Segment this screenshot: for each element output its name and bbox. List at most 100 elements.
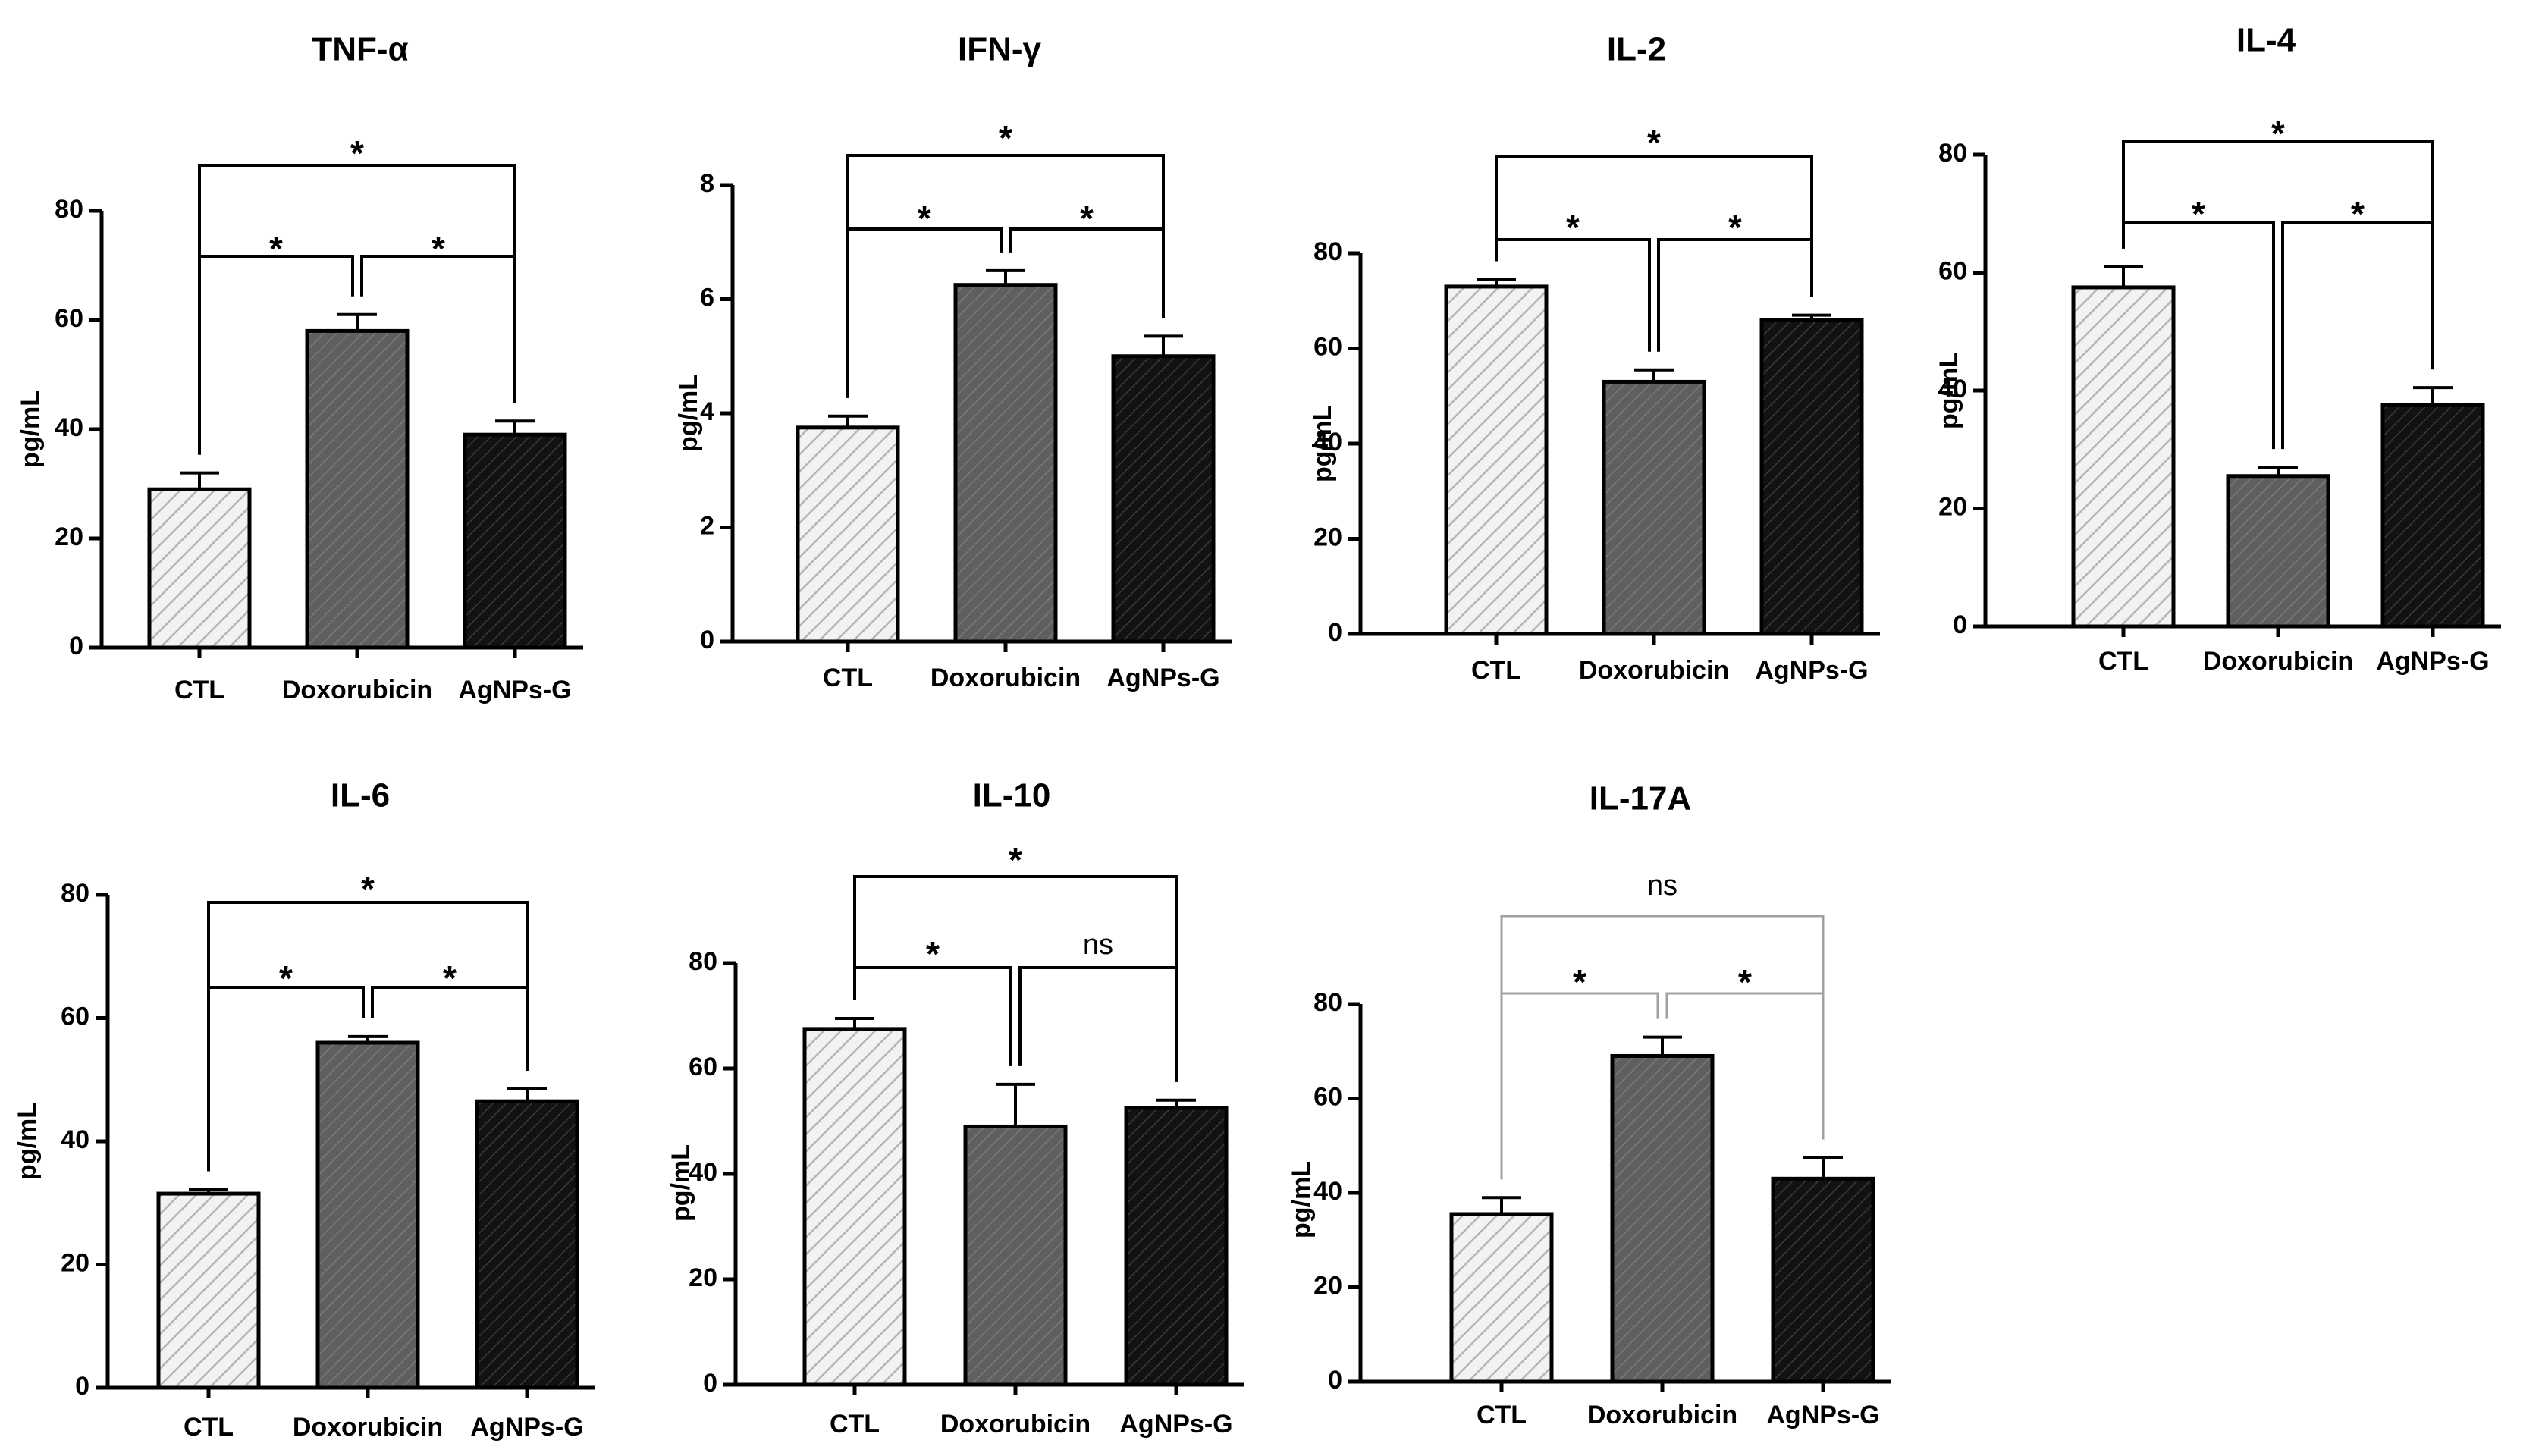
chart-il-6-category-ctl: CTL xyxy=(184,1413,234,1442)
chart-il-10-category-agnps-g: AgNPs-G xyxy=(1119,1410,1232,1439)
chart-ifn-ytick-label: 4 xyxy=(700,397,714,426)
chart-il-2-bracket-0-2 xyxy=(1495,155,1813,297)
chart-il-6-ytick-label: 20 xyxy=(61,1248,89,1277)
chart-il-2-bar-agnps-g xyxy=(1759,318,1864,636)
chart-tnf-ytick-label: 60 xyxy=(55,304,83,333)
chart-il-10-ytick-label: 20 xyxy=(689,1263,717,1292)
chart-il-2-significance-1-2: * xyxy=(1728,208,1742,247)
chart-il-4-ytick-label: 20 xyxy=(1938,492,1967,521)
chart-il-10-bar-agnps-g xyxy=(1124,1106,1229,1387)
chart-tnf-bar-agnps-g xyxy=(463,432,567,650)
chart-il-17a-ytick-label: 60 xyxy=(1313,1082,1342,1111)
chart-il-10-significance-0-1: * xyxy=(926,934,940,974)
chart-il-4-ytick-label: 60 xyxy=(1938,256,1967,285)
chart-tnf-ytick-label: 80 xyxy=(55,195,83,224)
chart-il-4-significance-0-2: * xyxy=(2271,114,2285,153)
chart-il-4-ytick-label: 80 xyxy=(1938,139,1967,168)
chart-ifn-ylabel: pg/mL xyxy=(674,375,703,452)
chart-ifn-category-agnps-g: AgNPs-G xyxy=(1106,664,1219,692)
chart-il-6-bar-doxorubicin xyxy=(315,1040,420,1390)
chart-il-6-title: IL-6 xyxy=(331,777,390,814)
chart-il-4-bar-ctl xyxy=(2071,285,2176,629)
chart-il-6-significance-0-1: * xyxy=(279,959,293,998)
chart-ifn-category-ctl: CTL xyxy=(823,664,873,692)
chart-il-4-ylabel: pg/mL xyxy=(1935,352,1963,429)
chart-il-17a-bracket-0-2 xyxy=(1500,915,1825,1180)
chart-il-10-category-ctl: CTL xyxy=(830,1410,880,1439)
chart-il-17a-title: IL-17A xyxy=(1590,780,1691,817)
chart-il-17a-bar-agnps-g xyxy=(1771,1176,1875,1384)
chart-il-10-ytick-label: 80 xyxy=(689,947,717,976)
chart-il-6-bracket-0-2 xyxy=(207,901,529,1172)
chart-il-2-category-agnps-g: AgNPs-G xyxy=(1755,656,1868,685)
chart-il-6-category-doxorubicin: Doxorubicin xyxy=(293,1413,443,1442)
chart-il-2-significance-0-1: * xyxy=(1566,208,1580,247)
chart-tnf-bracket-0-2 xyxy=(198,164,516,455)
chart-il-10-ytick-label: 0 xyxy=(703,1369,717,1398)
chart-il-4-bracket-0-2 xyxy=(2122,140,2434,370)
chart-il-4-bar-doxorubicin xyxy=(2226,474,2330,629)
chart-ifn-ytick-label: 8 xyxy=(700,169,714,198)
chart-il-4-category-doxorubicin: Doxorubicin xyxy=(2203,647,2353,676)
chart-ifn: IFN-γ pg/mL 0 2 4 6 8 CTL Doxorubicin AgNPs-G * * * xyxy=(674,31,1232,692)
chart-il-6-bar-ctl xyxy=(156,1191,261,1390)
chart-il-17a-significance-1-2: * xyxy=(1738,962,1752,1002)
chart-il-17a-ytick-label: 0 xyxy=(1328,1366,1342,1395)
chart-il-4-title: IL-4 xyxy=(2236,22,2296,59)
chart-il-10-bar-doxorubicin xyxy=(963,1124,1068,1387)
chart-il-4-category-ctl: CTL xyxy=(2098,647,2148,676)
chart-ifn-category-doxorubicin: Doxorubicin xyxy=(930,664,1081,692)
chart-il-10-bracket-0-2 xyxy=(853,875,1178,1082)
chart-il-17a-ytick-label: 20 xyxy=(1313,1271,1342,1300)
chart-ifn-ytick-label: 6 xyxy=(700,283,714,312)
chart-il-17a-category-ctl: CTL xyxy=(1477,1401,1527,1429)
chart-ifn-title: IFN-γ xyxy=(958,31,1042,68)
chart-il-17a-significance-0-2: ns xyxy=(1647,870,1677,902)
chart-ifn-bar-doxorubicin xyxy=(953,283,1058,644)
chart-il-10-ytick-label: 40 xyxy=(689,1158,717,1187)
chart-il-17a-ylabel: pg/mL xyxy=(1287,1161,1316,1238)
chart-il-10: IL-10 pg/mL 0 20 40 60 80 CTL Doxorubicin AgNPs-G… xyxy=(667,777,1244,1439)
chart-il-6-significance-0-2: * xyxy=(361,869,375,908)
chart-tnf-category-ctl: CTL xyxy=(174,676,224,704)
chart-il-4-significance-0-1: * xyxy=(2192,194,2205,234)
chart-ifn-significance-1-2: * xyxy=(1080,199,1094,238)
chart-il-6: IL-6 pg/mL 0 20 40 60 80 CTL Doxorubicin AgNPs-G *… xyxy=(13,777,595,1442)
chart-il-6-ytick-label: 60 xyxy=(61,1002,89,1031)
chart-tnf-ylabel: pg/mL xyxy=(16,391,45,468)
chart-il-4-bar-agnps-g xyxy=(2380,403,2485,629)
chart-il-17a-bar-doxorubicin xyxy=(1610,1053,1715,1384)
chart-il-2-bar-ctl xyxy=(1444,284,1549,636)
chart-il-17a: IL-17A pg/mL 0 20 40 60 80 CTL Doxorubicin AgNPs-… xyxy=(1287,780,1891,1429)
chart-il-17a-ytick-label: 40 xyxy=(1313,1177,1342,1206)
chart-il-2-ytick-label: 40 xyxy=(1313,428,1342,457)
chart-il-2-ylabel: pg/mL xyxy=(1308,405,1337,482)
chart-tnf: TNF-α pg/mL 0 20 40 60 80 CTL Doxorubicin AgNPs-G… xyxy=(16,31,583,704)
chart-il-2-significance-0-2: * xyxy=(1647,123,1661,162)
chart-tnf-ytick-label: 40 xyxy=(55,413,83,442)
chart-ifn-significance-0-2: * xyxy=(999,118,1012,158)
chart-il-10-bracket-1-2 xyxy=(1018,966,1178,1082)
chart-ifn-bar-agnps-g xyxy=(1111,354,1216,644)
chart-il-10-title: IL-10 xyxy=(973,777,1051,814)
chart-il-2-ytick-label: 20 xyxy=(1313,522,1342,551)
chart-il-4-ytick-label: 0 xyxy=(1953,610,1967,639)
chart-il-4-ytick-label: 40 xyxy=(1938,375,1967,403)
chart-il-6-bar-agnps-g xyxy=(475,1099,579,1390)
chart-il-4-category-agnps-g: AgNPs-G xyxy=(2376,647,2489,676)
chart-tnf-significance-0-1: * xyxy=(269,229,283,268)
chart-tnf-category-doxorubicin: Doxorubicin xyxy=(282,676,432,704)
chart-il-2-title: IL-2 xyxy=(1607,31,1666,68)
chart-il-2-category-doxorubicin: Doxorubicin xyxy=(1579,656,1729,685)
chart-il-17a-bar-ctl xyxy=(1449,1212,1554,1384)
chart-il-10-significance-1-2: ns xyxy=(1083,929,1113,961)
chart-il-2: IL-2 pg/mL 0 20 40 60 80 CTL Doxorubicin AgNPs-G *… xyxy=(1308,31,1880,685)
chart-il-17a-significance-0-1: * xyxy=(1573,962,1586,1002)
chart-tnf-bar-doxorubicin xyxy=(305,328,410,650)
chart-il-2-category-ctl: CTL xyxy=(1471,656,1521,685)
chart-ifn-bar-ctl xyxy=(796,425,900,644)
chart-il-17a-ytick-label: 80 xyxy=(1313,988,1342,1017)
chart-tnf-bar-ctl xyxy=(147,487,252,650)
chart-il-2-ytick-label: 80 xyxy=(1313,237,1342,266)
